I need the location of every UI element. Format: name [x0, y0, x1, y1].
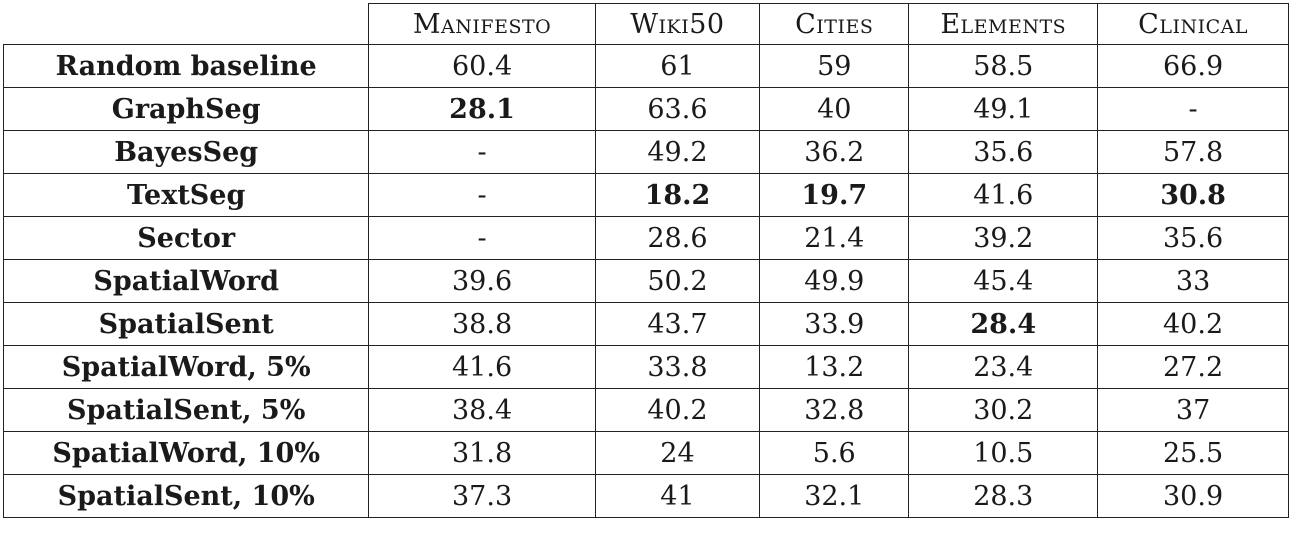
table-cell: -	[368, 173, 596, 217]
table-body: Random baseline 60.4 61 59 58.5 66.9 GraphSeg 2…	[2, 44, 1289, 518]
table-cell: 38.4	[368, 388, 596, 432]
row-label: SpatialWord, 10%	[2, 431, 370, 475]
table-row: SpatialWord, 10% 31.8 24 5.6 10.5 25.5	[2, 431, 1289, 475]
table-cell: 25.5	[1097, 431, 1289, 475]
table-cell: 28.6	[594, 216, 761, 260]
row-label: SpatialSent, 10%	[2, 474, 370, 518]
row-label: SpatialWord, 5%	[2, 345, 370, 389]
column-header-clinical: Clinical	[1097, 3, 1289, 45]
table-cell: 60.4	[368, 44, 596, 88]
row-label: Sector	[2, 216, 370, 260]
table-cell: 49.2	[594, 130, 761, 174]
table-cell: 23.4	[908, 345, 1099, 389]
table-cell: 27.2	[1097, 345, 1289, 389]
table-row: BayesSeg -49.2 36.2 35.6 57.8	[2, 130, 1289, 174]
table-cell: 5.6	[759, 431, 910, 475]
table-cell: 35.6	[908, 130, 1099, 174]
table-row: SpatialSent 38.8 43.7 33.9 28.4 40.2	[2, 302, 1289, 346]
table-cell: 43.7	[594, 302, 761, 346]
column-header-cities: Cities	[759, 3, 910, 45]
table-cell: 58.5	[908, 44, 1099, 88]
table-cell: 24	[594, 431, 761, 475]
table-row: GraphSeg 28.1 63.6 40 49.1-	[2, 87, 1289, 131]
table-cell: 63.6	[594, 87, 761, 131]
table-cell: 40.2	[1097, 302, 1289, 346]
table-row: SpatialWord, 5% 41.6 33.8 13.2 23.4 27.2	[2, 345, 1289, 389]
table-cell: 37	[1097, 388, 1289, 432]
table-cell: 45.4	[908, 259, 1099, 303]
table-row: SpatialWord 39.6 50.2 49.9 45.4 33	[2, 259, 1289, 303]
table-cell: 33.9	[759, 302, 910, 346]
table-cell: 28.1	[368, 87, 596, 131]
table-cell: 30.2	[908, 388, 1099, 432]
table-cell: 32.8	[759, 388, 910, 432]
row-label: SpatialWord	[2, 259, 370, 303]
row-label: SpatialSent, 5%	[2, 388, 370, 432]
table-cell: 41.6	[908, 173, 1099, 217]
table-cell: 28.4	[908, 302, 1099, 346]
table-cell: 28.3	[908, 474, 1099, 518]
table-row: SpatialSent, 5% 38.4 40.2 32.8 30.2 37	[2, 388, 1289, 432]
table-row: Random baseline 60.4 61 59 58.5 66.9	[2, 44, 1289, 88]
table-cell: 49.1	[908, 87, 1099, 131]
table-cell: -	[368, 216, 596, 260]
column-header-manifesto: Manifesto	[368, 3, 596, 45]
table-cell: 39.2	[908, 216, 1099, 260]
row-label: BayesSeg	[2, 130, 370, 174]
table-cell: 39.6	[368, 259, 596, 303]
results-table: Manifesto Wiki50 Cities Elements Clinica…	[2, 3, 1289, 518]
table-cell: 41.6	[368, 345, 596, 389]
table-cell: 18.2	[594, 173, 761, 217]
table-cell: 33	[1097, 259, 1289, 303]
row-label: GraphSeg	[2, 87, 370, 131]
table-cell: 66.9	[1097, 44, 1289, 88]
table-cell: 21.4	[759, 216, 910, 260]
table-cell: 13.2	[759, 345, 910, 389]
table-cell: 40.2	[594, 388, 761, 432]
table-cell: 10.5	[908, 431, 1099, 475]
table-cell: 35.6	[1097, 216, 1289, 260]
table-cell: 32.1	[759, 474, 910, 518]
table-cell: 61	[594, 44, 761, 88]
table-cell: -	[368, 130, 596, 174]
table-cell: 31.8	[368, 431, 596, 475]
row-label: TextSeg	[2, 173, 370, 217]
row-label: Random baseline	[2, 44, 370, 88]
table-cell: 37.3	[368, 474, 596, 518]
table-cell: 38.8	[368, 302, 596, 346]
column-header-elements: Elements	[908, 3, 1099, 45]
table-row: Sector -28.6 21.4 39.2 35.6	[2, 216, 1289, 260]
header-row: Manifesto Wiki50 Cities Elements Clinica…	[3, 3, 1289, 45]
table-cell: 50.2	[594, 259, 761, 303]
table-row: SpatialSent, 10% 37.3 41 32.1 28.3 30.9	[2, 474, 1289, 518]
table-cell: -	[1097, 87, 1289, 131]
table-cell: 33.8	[594, 345, 761, 389]
table-cell: 40	[759, 87, 910, 131]
table-cell: 59	[759, 44, 910, 88]
table-cell: 30.8	[1097, 173, 1289, 217]
table-cell: 57.8	[1097, 130, 1289, 174]
table-cell: 30.9	[1097, 474, 1289, 518]
column-header-wiki50: Wiki50	[594, 3, 761, 45]
table-cell: 49.9	[759, 259, 910, 303]
table-row: TextSeg -18.2 19.7 41.6 30.8	[2, 173, 1289, 217]
row-label: SpatialSent	[2, 302, 370, 346]
table-cell: 36.2	[759, 130, 910, 174]
table-cell: 19.7	[759, 173, 910, 217]
table-cell: 41	[594, 474, 761, 518]
corner-cell	[3, 3, 370, 45]
